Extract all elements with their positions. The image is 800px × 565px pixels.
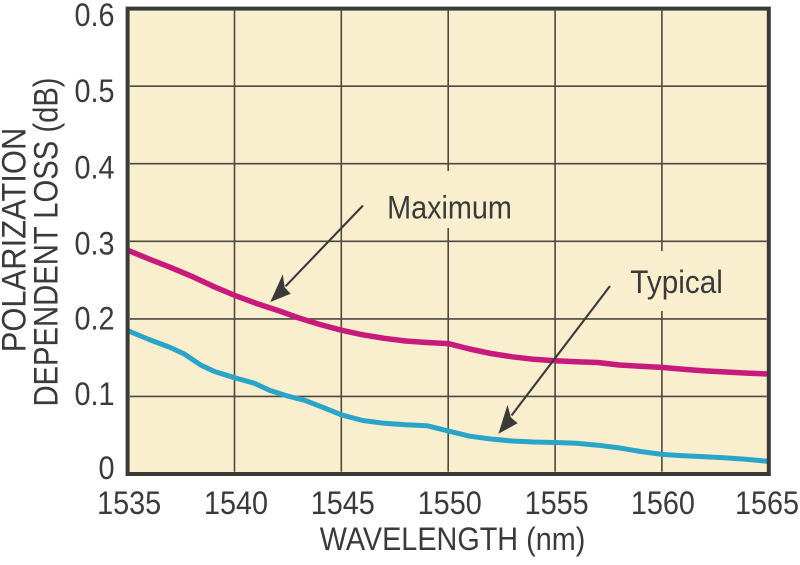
svg-text:1550: 1550 xyxy=(418,486,482,522)
svg-text:0.3: 0.3 xyxy=(74,226,114,262)
svg-text:1560: 1560 xyxy=(631,486,695,522)
svg-text:Maximum: Maximum xyxy=(387,190,512,226)
svg-text:1565: 1565 xyxy=(735,486,799,522)
svg-text:WAVELENGTH (nm): WAVELENGTH (nm) xyxy=(320,522,586,558)
svg-text:0: 0 xyxy=(98,451,114,487)
svg-text:0.2: 0.2 xyxy=(74,301,114,337)
svg-text:0.6: 0.6 xyxy=(74,0,114,33)
svg-text:POLARIZATION: POLARIZATION xyxy=(0,128,33,353)
svg-text:Typical: Typical xyxy=(630,264,723,300)
svg-text:DEPENDENT LOSS (dB): DEPENDENT LOSS (dB) xyxy=(26,77,65,406)
svg-text:0.1: 0.1 xyxy=(74,377,114,413)
svg-text:0.4: 0.4 xyxy=(74,150,114,186)
svg-text:1540: 1540 xyxy=(204,486,268,522)
svg-text:1535: 1535 xyxy=(97,486,161,522)
svg-text:1545: 1545 xyxy=(311,486,375,522)
svg-text:1555: 1555 xyxy=(525,486,589,522)
svg-text:0.5: 0.5 xyxy=(74,74,114,110)
